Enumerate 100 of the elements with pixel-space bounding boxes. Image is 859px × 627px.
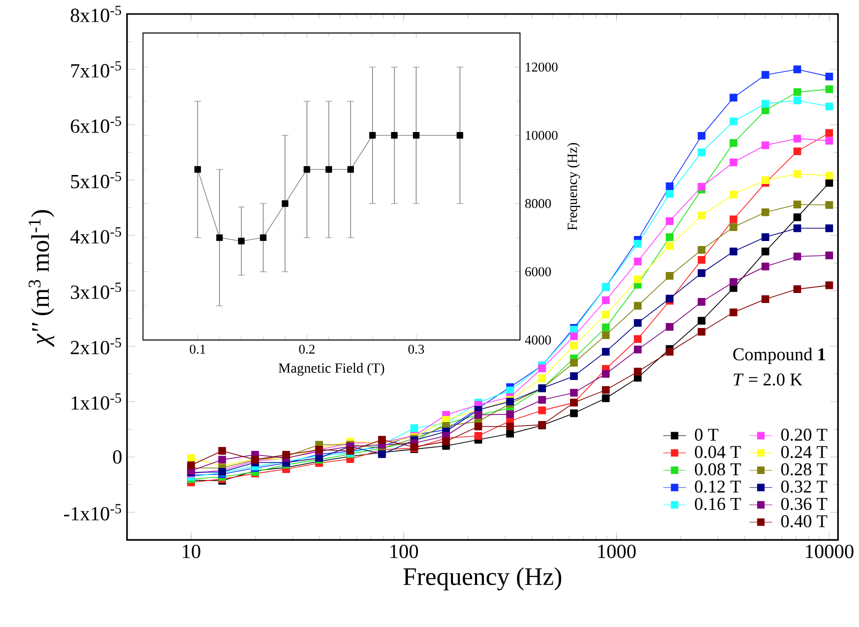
point [793, 88, 802, 96]
point [474, 422, 482, 430]
point [762, 248, 770, 256]
point [730, 248, 738, 256]
point [412, 132, 420, 139]
point [570, 372, 578, 380]
point [825, 172, 834, 180]
y2-tick-label: 10000 [526, 130, 558, 140]
point [218, 456, 226, 464]
point [793, 285, 802, 294]
x-axis-title: Magnetic Field (T) [278, 362, 384, 376]
point [793, 147, 802, 156]
point [194, 166, 201, 173]
legend-label: 0.32 T [781, 480, 828, 493]
legend-label: 0.16 T [694, 498, 741, 510]
legend-label: 0.40 T [781, 515, 828, 528]
point [666, 182, 674, 190]
y-tick-label: 7x10$^{-5}$ [71, 61, 122, 78]
point [260, 234, 266, 241]
y-tick-label: -1x10$^{-5}$ [64, 504, 122, 520]
point [347, 166, 354, 173]
point [698, 269, 706, 277]
point [825, 252, 834, 260]
point [698, 132, 706, 140]
y2-tick-label: 8000 [525, 199, 551, 208]
legend-label: 0.04 T [694, 446, 741, 458]
legend-label: 0.08 T [694, 463, 741, 476]
point [666, 242, 674, 250]
point [666, 348, 674, 356]
point [825, 129, 834, 137]
point [538, 364, 546, 372]
y2-tick-label: 4000 [524, 335, 551, 344]
point [730, 118, 738, 126]
y-tick-label: 4x10$^{-5}$ [70, 227, 122, 244]
y-tick-label: 0 [113, 450, 122, 464]
point [391, 132, 398, 139]
y-tick-label: 6x10$^{-5}$ [70, 116, 122, 133]
point [698, 316, 706, 325]
legend-label: 0.12 T [694, 480, 741, 493]
point [793, 200, 802, 208]
point [730, 278, 738, 286]
point [762, 295, 770, 304]
y2-axis-title: Frequency (Hz) [567, 143, 580, 230]
point [410, 424, 418, 432]
point [369, 132, 376, 139]
point [698, 182, 706, 191]
point [666, 272, 674, 280]
x-tick-label: 0.2 [299, 344, 315, 354]
annotation: T = 2.0 K [734, 373, 803, 386]
point [793, 134, 802, 142]
point [187, 454, 195, 462]
point [666, 190, 674, 198]
legend-label: 0 T [694, 428, 718, 441]
point [570, 342, 578, 350]
point [666, 217, 674, 225]
y-tick-label: 1x10$^{-5}$ [72, 393, 122, 410]
point [538, 396, 546, 404]
point [538, 374, 546, 382]
y2-tick-label: 12000 [526, 62, 558, 72]
point [218, 446, 226, 455]
y-tick-label: 8x10$^{-5}$ [70, 6, 122, 22]
point [634, 335, 642, 343]
point [378, 436, 386, 444]
point [825, 85, 834, 94]
point [762, 141, 770, 150]
point [698, 212, 706, 220]
point [634, 319, 642, 327]
point [793, 170, 802, 178]
point [730, 308, 738, 316]
point [602, 370, 610, 378]
point [698, 148, 706, 156]
y-tick-label: 3x10$^{-5}$ [70, 282, 122, 299]
point [634, 240, 642, 248]
point [602, 386, 610, 394]
point [282, 200, 288, 207]
point [634, 275, 642, 284]
point [698, 256, 706, 264]
point [474, 432, 482, 440]
point [666, 233, 674, 241]
y2-tick-label: 6000 [525, 267, 551, 276]
y-axis-title: χ'' (m$^{3}$ mol$^{-1}$) [28, 210, 54, 347]
point [570, 409, 578, 418]
point [793, 252, 802, 260]
x-tick-label: 1000 [598, 544, 636, 558]
point [762, 208, 770, 216]
annotation: Compound 1 [733, 348, 826, 364]
x-tick-label: 10 [182, 544, 200, 558]
point [634, 258, 642, 266]
legend-label: 0.28 T [781, 463, 828, 476]
point [825, 224, 834, 232]
point [602, 348, 610, 356]
y-tick-label: 5x10$^{-5}$ [71, 172, 122, 188]
point [730, 139, 738, 147]
x-tick-label: 0.3 [408, 344, 424, 354]
point [602, 310, 610, 319]
point [825, 201, 834, 209]
point [698, 246, 706, 254]
point [793, 224, 802, 232]
point [216, 234, 223, 241]
point [762, 262, 770, 270]
